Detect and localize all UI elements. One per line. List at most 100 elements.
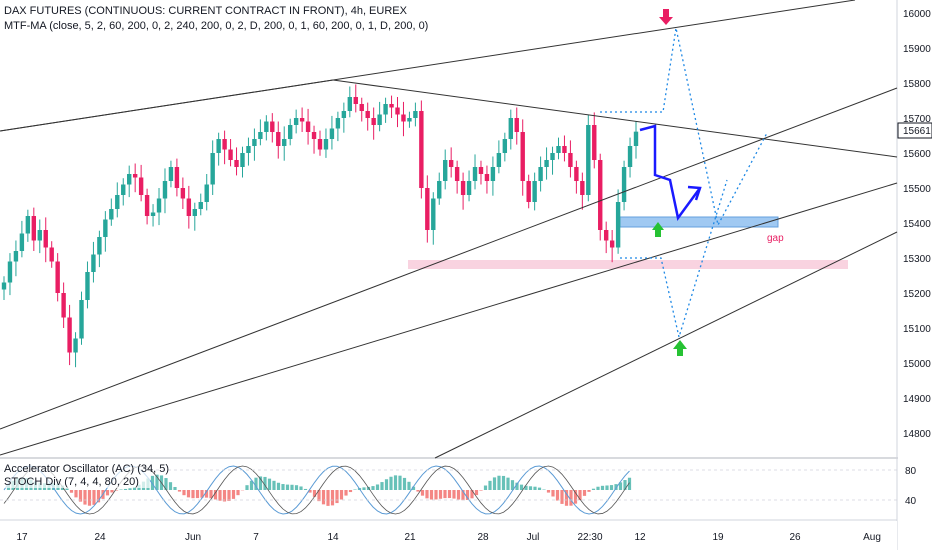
osc-bar [78,490,83,502]
candle-body [568,153,573,167]
price-tick-label: 15800 [903,79,931,90]
time-tick-label: Jul [527,532,540,543]
osc-bar [474,490,479,496]
osc-bar [303,488,308,490]
osc-bar [627,477,632,490]
osc-bar [411,486,416,490]
osc-bar [335,490,339,504]
candle-body [73,338,78,353]
osc-bar [348,490,353,493]
osc-bar [488,480,492,490]
gap-zone [619,216,779,228]
osc-bar [402,477,407,490]
rising-line-3[interactable] [434,231,898,459]
osc-bar [609,485,614,490]
price-tick-label: 15600 [903,149,931,160]
candle-body [19,233,25,251]
price-tick-label: 14800 [903,429,931,440]
osc-bar [371,486,375,490]
candle-body [246,146,251,153]
candle-body [317,139,323,150]
candle-body [67,317,72,353]
descending-line[interactable] [332,79,898,158]
price-tick-label: 15300 [903,254,931,265]
osc-bar [267,478,272,490]
osc-bar [524,485,528,490]
osc-bar [461,490,465,501]
osc-bar [618,482,623,490]
osc-bar [204,490,209,498]
candle-body [484,174,490,181]
time-tick-label: 22:30 [577,532,602,543]
candles [1,84,639,368]
osc-bar [128,488,132,490]
candle-body [13,251,19,262]
time-tick-label: 12 [634,532,646,543]
candle-body [293,118,299,125]
rising-line-1[interactable] [0,87,898,430]
top-resistance-line[interactable] [0,79,334,132]
price-tick-label: 15900 [903,44,931,55]
osc-bar [290,484,294,490]
osc-bar [443,490,447,499]
osc-bar [380,482,384,490]
candle-body [580,181,585,195]
osc-tick-80: 80 [905,466,917,477]
candle-body [210,153,215,185]
osc-bar [339,490,344,500]
price-tick-label: 15500 [903,184,931,195]
osc-bar [407,481,411,490]
osc-bar [596,486,600,490]
time-tick-label: 24 [94,532,106,543]
candle-body [282,139,287,146]
osc-bar [600,485,605,490]
projection-upper [600,27,768,227]
candle-body [419,111,424,188]
time-tick-label: 7 [253,532,259,543]
osc-bar [546,490,551,493]
osc-bar [110,490,114,493]
candle-body [633,131,639,146]
osc-bar [479,490,483,491]
osc-bar [65,488,69,490]
rising-line-2[interactable] [0,182,898,456]
candle-body [270,121,275,132]
candle-body [180,188,186,199]
time-axis[interactable]: 17 24 Jun 7 14 21 28 Jul 22:30 12 19 26 Aug [16,532,880,543]
osc-bar [393,475,398,490]
candle-body [31,216,37,241]
candle-body [55,261,60,293]
osc-bar [285,484,290,490]
osc-bar [200,490,204,498]
price-axis[interactable]: 16000 15900 15800 15700 15600 15500 15400 15300… [903,9,931,440]
oscillator-label: Accelerator Oscillator (AC) (34, 5) [4,463,169,475]
osc-bar [155,474,159,490]
time-tick-label: 19 [712,532,724,543]
price-tick-label: 15000 [903,359,931,370]
osc-bar [429,490,434,500]
candle-body [299,118,305,122]
candle-body [395,107,400,115]
candle-body [103,219,108,237]
osc-bar [605,485,609,490]
osc-bar [227,490,231,502]
osc-bar [470,490,474,499]
osc-bar [236,490,240,496]
osc-bar [551,490,555,497]
osc-bar [299,486,303,490]
time-tick-label: 17 [16,532,28,543]
candle-body [425,188,430,230]
osc-bar [510,480,515,490]
projection-lower [620,179,728,340]
candle-body [109,209,114,220]
osc-bar [105,490,110,496]
candle-body [252,139,257,146]
arrow-up-icon [652,222,664,237]
candle-body [621,167,627,202]
candle-body [85,272,90,300]
osc-bar [375,484,380,490]
osc-tick-40: 40 [905,496,917,507]
osc-bar [132,486,137,490]
osc-bar [177,490,182,492]
